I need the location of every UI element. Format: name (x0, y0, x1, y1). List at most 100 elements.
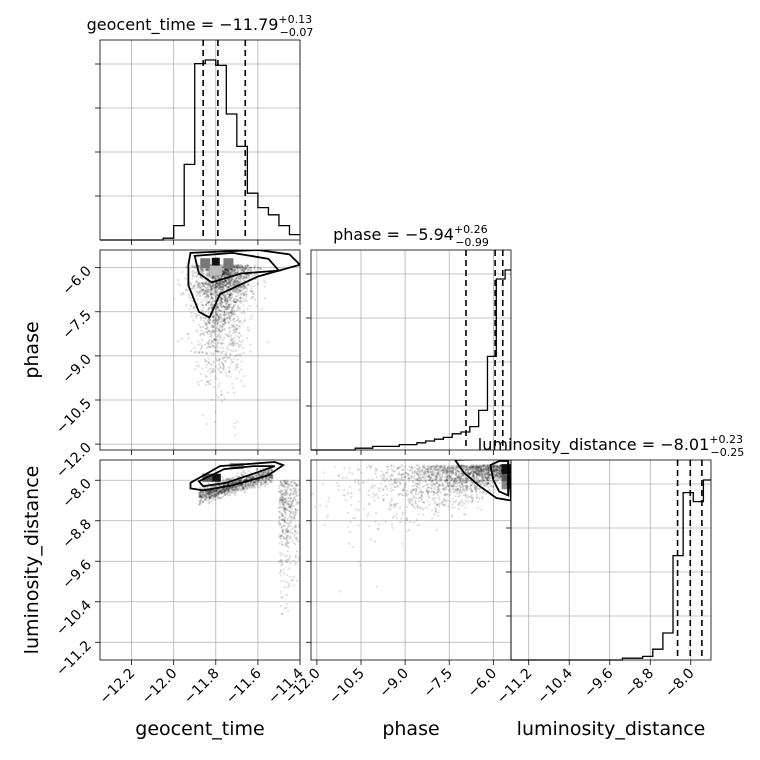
sample-point (222, 495, 225, 498)
sample-point (237, 331, 241, 335)
sample-point (236, 358, 239, 361)
sample-point (231, 325, 234, 328)
sample-point (227, 285, 230, 288)
sample-point (294, 485, 297, 488)
sample-point (263, 480, 266, 483)
sample-point (261, 482, 264, 485)
sample-point (389, 478, 393, 481)
sample-point (222, 488, 225, 491)
sample-point (232, 488, 235, 491)
axes-frame (99, 459, 301, 661)
sample-point (216, 285, 219, 288)
sample-point (280, 596, 283, 599)
sample-point (206, 273, 209, 276)
sample-point (497, 475, 500, 478)
sample-point (292, 479, 295, 482)
sample-point (404, 471, 407, 475)
sample-point (220, 361, 223, 364)
sample-point (239, 274, 242, 277)
sample-point (228, 270, 231, 273)
sample-point (498, 476, 501, 479)
sample-point (223, 281, 226, 285)
sample-point (191, 274, 195, 277)
sample-point (196, 282, 199, 285)
sample-point (287, 485, 290, 488)
sample-point (224, 272, 228, 275)
sample-point (209, 492, 212, 496)
sample-point (252, 476, 255, 479)
sample-point (228, 482, 231, 485)
sample-point (232, 481, 235, 485)
sample-point (220, 297, 223, 300)
sample-point (230, 361, 233, 364)
sample-point (225, 375, 229, 378)
sample-point (196, 302, 199, 306)
sample-point (465, 477, 468, 480)
sample-point (195, 314, 198, 317)
sample-point (237, 480, 240, 483)
sample-point (210, 489, 213, 492)
sample-point (210, 292, 213, 295)
sample-point (393, 480, 396, 483)
sample-point (221, 300, 224, 304)
sample-point (200, 303, 203, 307)
sample-point (282, 484, 285, 487)
sample-point (208, 491, 212, 494)
sample-point (498, 477, 501, 480)
sample-point (281, 481, 284, 484)
sample-point (294, 510, 297, 514)
sample-point (252, 476, 255, 479)
sample-point (210, 289, 213, 292)
sample-point (400, 473, 403, 476)
sample-point (193, 264, 197, 267)
sample-point (415, 493, 418, 496)
sample-point (208, 501, 211, 504)
sample-point (427, 473, 430, 476)
sample-point (497, 471, 500, 474)
sample-point (218, 329, 222, 332)
sample-point (233, 266, 236, 269)
sample-point (199, 294, 202, 298)
sample-point (213, 294, 216, 297)
sample-point (430, 465, 433, 468)
sample-point (229, 490, 233, 494)
sample-point (294, 508, 297, 511)
sample-point (247, 470, 250, 473)
sample-point (215, 290, 219, 293)
sample-point (226, 274, 229, 277)
sample-point (246, 264, 250, 267)
sample-point (351, 472, 354, 475)
sample-point (289, 535, 292, 538)
sample-point (393, 485, 396, 488)
sample-point (244, 284, 247, 287)
sample-point (402, 468, 405, 471)
sample-point (442, 497, 446, 500)
sample-point (288, 555, 292, 558)
sample-point (221, 281, 225, 284)
sample-point (343, 466, 346, 470)
sample-point (280, 493, 283, 496)
sample-point (232, 270, 235, 273)
sample-point (279, 522, 283, 525)
sample-point (215, 488, 218, 491)
sample-point (480, 481, 484, 484)
sample-point (236, 268, 239, 271)
sample-point (211, 293, 214, 296)
sample-point (216, 311, 219, 314)
sample-point (191, 264, 194, 267)
sample-point (430, 517, 434, 520)
sample-point (290, 521, 293, 524)
sample-point (240, 478, 243, 482)
sample-point (219, 336, 223, 340)
sample-point (227, 478, 230, 481)
sample-point (389, 487, 392, 490)
sample-point (219, 330, 222, 333)
sample-point (227, 285, 230, 288)
sample-point (217, 315, 220, 318)
sample-point (392, 489, 395, 492)
sample-point (479, 479, 482, 482)
sample-point (203, 316, 206, 319)
sample-point (390, 467, 394, 470)
sample-point (305, 516, 307, 518)
sample-point (231, 332, 234, 335)
